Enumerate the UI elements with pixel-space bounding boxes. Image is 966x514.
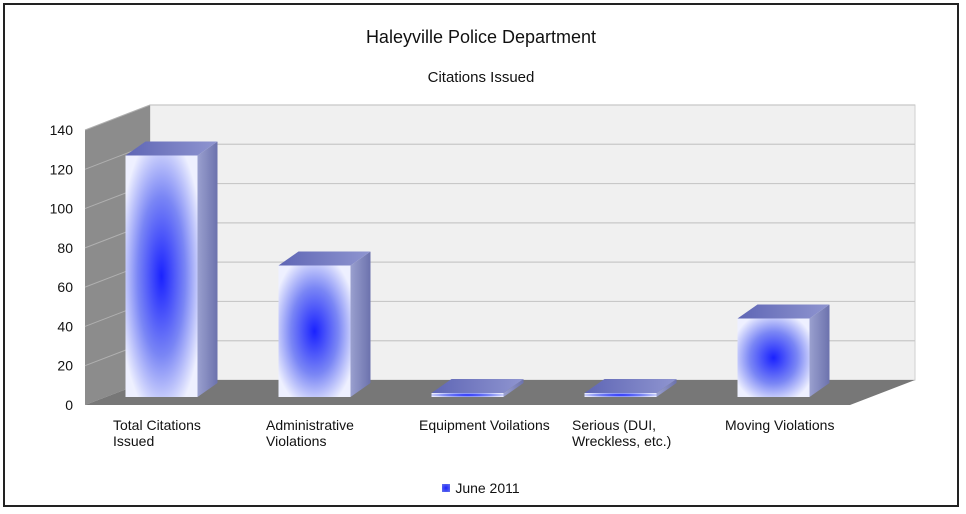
y-tick-label: 140 (50, 122, 74, 138)
bar-top (737, 304, 830, 319)
y-tick-label: 120 (50, 161, 74, 177)
legend: June 2011 (0, 480, 962, 496)
chart-title: Haleyville Police Department (365, 27, 597, 47)
x-tick-label: Serious (DUI, Wreckless, etc.) (572, 417, 671, 449)
y-tick-label: 0 (65, 397, 73, 413)
y-tick-label: 100 (50, 201, 74, 217)
y-tick-label: 20 (57, 358, 73, 374)
bar-top (584, 379, 677, 393)
x-tick-label-line: Equipment Voilations (419, 417, 550, 433)
bar-side (656, 379, 677, 397)
bar-side (350, 251, 371, 397)
bar-top (125, 141, 218, 156)
x-tick-label: Moving Violations (725, 417, 834, 433)
bar (737, 318, 810, 397)
y-tick-label: 60 (57, 279, 73, 295)
gridline-side (84, 104, 151, 131)
bar-side (197, 141, 218, 397)
bar (278, 265, 351, 397)
bar-top (278, 251, 371, 266)
x-tick-label-line: Wreckless, etc.) (572, 433, 672, 449)
bar-side (809, 304, 830, 397)
legend-label: June 2011 (455, 480, 520, 496)
bar (431, 393, 504, 397)
chart-subtitle: Citations Issued (427, 69, 535, 86)
bar (125, 155, 198, 397)
x-tick-label-line: Total Citations (113, 417, 201, 433)
y-tick-label: 40 (57, 318, 73, 334)
y-tick-layer: 0 20 40 60 80 100 120 140 (50, 122, 74, 413)
bar-top (431, 379, 524, 393)
legend-swatch (442, 484, 451, 492)
x-tick-label-line: Serious (DUI, (572, 417, 657, 433)
x-tick-label: Administrative Violations (266, 417, 354, 449)
x-tick-label-line: Violations (266, 433, 327, 449)
bar-layer (125, 141, 830, 397)
x-tick-label-line: Administrative (266, 417, 354, 433)
x-tick-label: Total Citations Issued (113, 417, 201, 449)
x-tick-label: Equipment Voilations (419, 417, 550, 433)
x-tick-label-line: Moving Violations (725, 417, 835, 433)
y-tick-label: 80 (57, 240, 73, 256)
bar-side (503, 379, 524, 397)
bar (584, 393, 657, 397)
x-tick-label-line: Issued (113, 433, 155, 449)
